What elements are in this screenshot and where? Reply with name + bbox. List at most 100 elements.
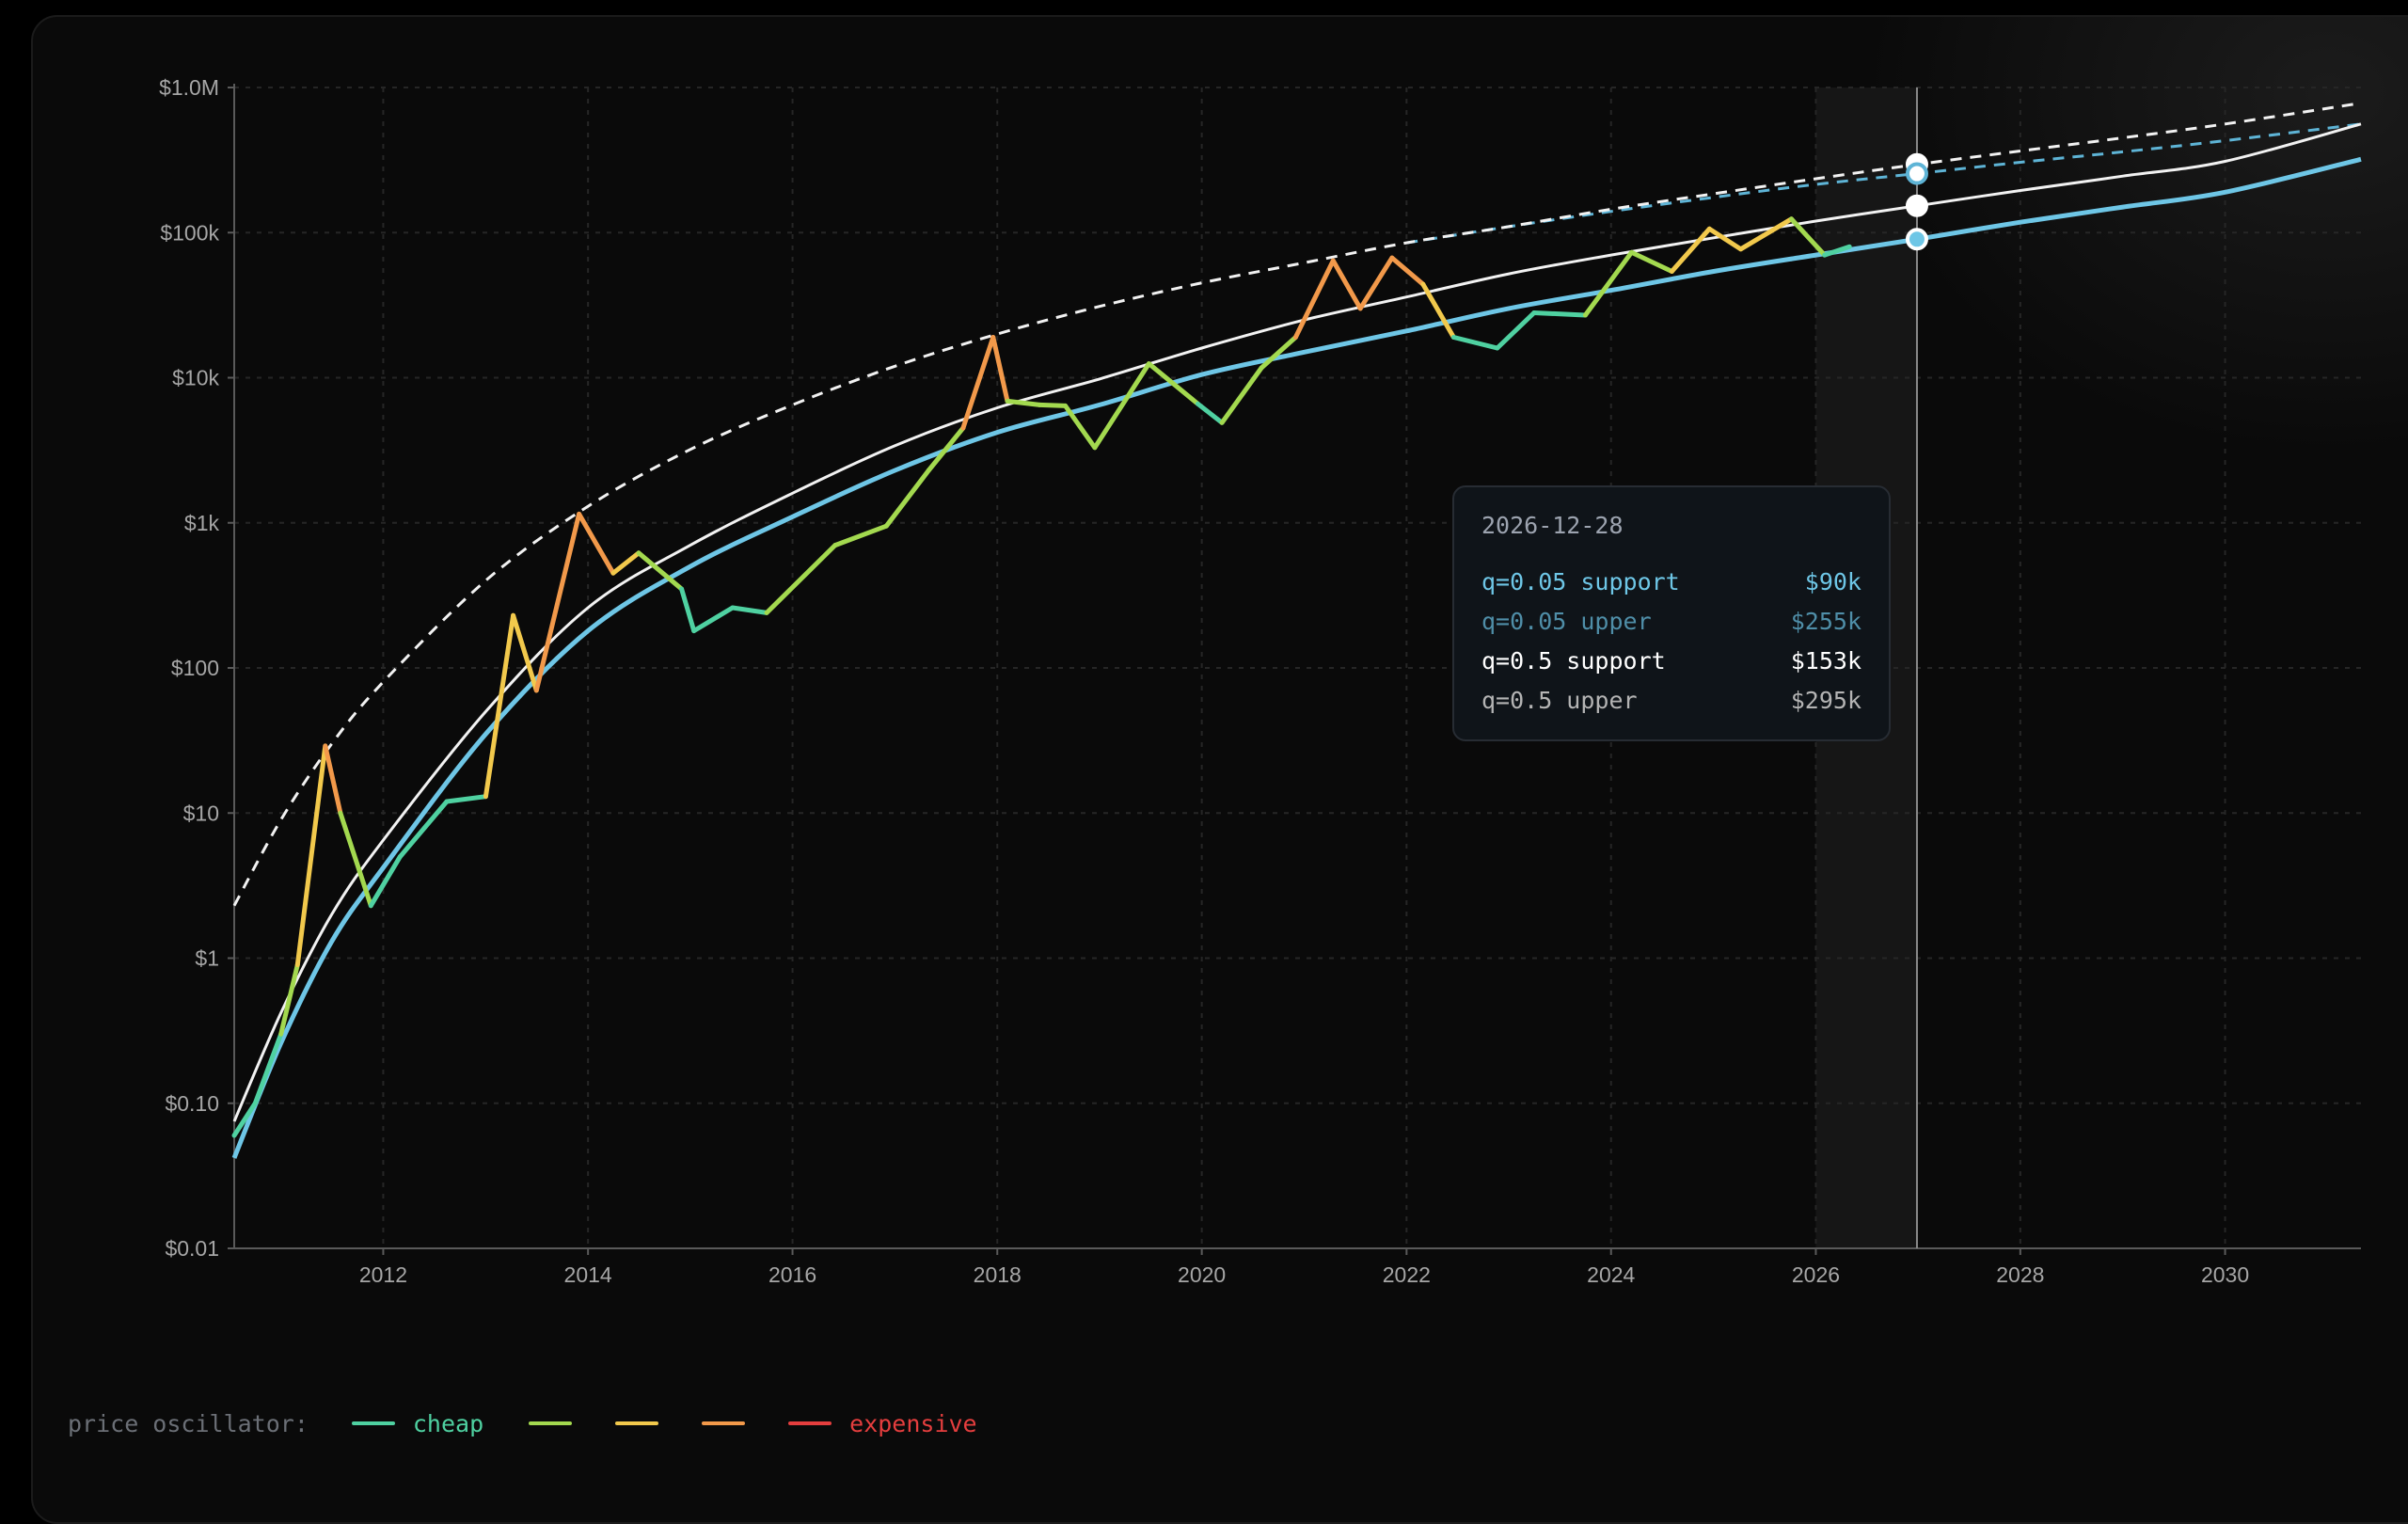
price-segment bbox=[397, 799, 450, 860]
series-line-q-0-5-upper bbox=[232, 102, 2362, 907]
legend-item-4[interactable] bbox=[702, 1421, 746, 1425]
x-tick-label: 2022 bbox=[1383, 1262, 1431, 1287]
price-segment bbox=[278, 962, 300, 1037]
price-segment bbox=[1092, 361, 1151, 451]
price-segment bbox=[691, 605, 736, 634]
price-segment bbox=[1582, 249, 1634, 318]
y-tick-label: $1k bbox=[184, 511, 220, 535]
x-tick-label: 2028 bbox=[1996, 1262, 2044, 1287]
price-segment bbox=[832, 523, 889, 548]
price-segment bbox=[730, 605, 769, 615]
price-segment bbox=[294, 743, 328, 968]
x-tick-label: 2024 bbox=[1587, 1262, 1635, 1287]
price-segment bbox=[679, 586, 697, 634]
legend-item-3[interactable] bbox=[615, 1421, 659, 1425]
y-tick-label: $100k bbox=[160, 220, 219, 245]
legend-text: cheap bbox=[412, 1409, 484, 1437]
legend-swatch bbox=[788, 1421, 832, 1425]
x-tick-label: 2014 bbox=[564, 1262, 612, 1287]
price-segment bbox=[990, 335, 1010, 404]
price-segment bbox=[610, 550, 642, 576]
x-tick-label: 2016 bbox=[768, 1262, 816, 1287]
price-segment bbox=[1706, 226, 1744, 252]
price-segment bbox=[1738, 216, 1794, 252]
price-segment bbox=[1495, 310, 1537, 351]
price-segment bbox=[252, 1031, 284, 1106]
price-segment bbox=[1330, 258, 1363, 311]
x-tick-label: 2026 bbox=[1792, 1262, 1840, 1287]
y-tick-label: $10 bbox=[183, 801, 219, 825]
price-segment bbox=[1669, 226, 1712, 274]
price-segment bbox=[764, 543, 838, 615]
x-tick-label: 2020 bbox=[1178, 1262, 1226, 1287]
price-segment bbox=[1531, 310, 1588, 318]
price-segment bbox=[1292, 258, 1336, 340]
price-segment bbox=[1219, 365, 1264, 425]
price-segment bbox=[636, 550, 685, 592]
price-segment bbox=[1259, 335, 1298, 371]
legend-item-expensive[interactable]: expensive bbox=[788, 1409, 977, 1437]
y-tick-label: $0.01 bbox=[165, 1236, 219, 1261]
price-segment bbox=[483, 612, 516, 800]
price-segment bbox=[368, 854, 403, 909]
tooltip-value: $255k bbox=[1790, 607, 1861, 635]
tooltip-value: $153k bbox=[1790, 646, 1861, 675]
x-tick-label: 2012 bbox=[359, 1262, 407, 1287]
y-tick-label: $100 bbox=[171, 656, 219, 680]
price-chart[interactable]: $1.0M $100k $10k $1k $100 $10 $1 $0.10 $0.01 2012… bbox=[0, 0, 2408, 1392]
legend-swatch bbox=[351, 1421, 395, 1425]
tooltip-label: q=0.5 upper bbox=[1481, 686, 1638, 714]
tooltip-row-q005-support: q=0.05 support $90k bbox=[1481, 562, 1861, 601]
price-segment bbox=[1420, 281, 1456, 340]
legend-title: price oscillator: bbox=[68, 1409, 309, 1437]
price-segment bbox=[1005, 398, 1042, 407]
price-segment bbox=[1146, 361, 1200, 406]
crosshair-marker bbox=[1905, 194, 1928, 217]
price-line bbox=[231, 216, 1852, 1138]
legend-item-cheap[interactable]: cheap bbox=[351, 1409, 484, 1437]
price-segment bbox=[577, 511, 616, 576]
y-tick-label: $1 bbox=[195, 946, 219, 971]
legend-swatch bbox=[529, 1421, 573, 1425]
y-tick-label: $0.10 bbox=[165, 1091, 219, 1116]
tooltip-label: q=0.05 upper bbox=[1481, 607, 1652, 635]
hover-tooltip: 2026-12-28 q=0.05 support $90k q=0.05 up… bbox=[1452, 485, 1891, 741]
price-segment bbox=[1389, 255, 1426, 287]
price-segment bbox=[323, 743, 343, 816]
price-segment bbox=[511, 612, 539, 693]
price-segment bbox=[444, 794, 488, 804]
legend-swatch bbox=[615, 1421, 659, 1425]
x-tick-label: 2018 bbox=[974, 1262, 1022, 1287]
series-line-q-0-5-support bbox=[232, 122, 2362, 1122]
tooltip-row-q05-support: q=0.5 support $153k bbox=[1481, 641, 1861, 680]
price-segment bbox=[1450, 335, 1500, 351]
price-segment bbox=[1357, 255, 1395, 311]
price-segment bbox=[1063, 403, 1098, 451]
price-segment bbox=[1822, 244, 1852, 258]
series-line-q-0-05-support bbox=[231, 156, 2362, 1159]
legend-text: expensive bbox=[849, 1409, 977, 1437]
y-tick-label: $10k bbox=[172, 366, 219, 390]
price-segment bbox=[1629, 249, 1674, 274]
tooltip-label: q=0.5 support bbox=[1481, 646, 1666, 675]
tooltip-value: $295k bbox=[1790, 686, 1861, 714]
price-segment bbox=[883, 468, 931, 529]
tooltip-label: q=0.05 support bbox=[1481, 567, 1680, 595]
tooltip-row-q005-upper: q=0.05 upper $255k bbox=[1481, 601, 1861, 641]
oscillator-legend: price oscillator: cheap expensive bbox=[68, 1405, 1022, 1442]
price-segment bbox=[533, 511, 582, 693]
price-segment bbox=[338, 810, 373, 909]
price-segment bbox=[926, 425, 966, 473]
crosshair-marker bbox=[1905, 228, 1928, 251]
tooltip-date: 2026-12-28 bbox=[1481, 512, 1624, 539]
price-segment bbox=[231, 1101, 258, 1138]
price-segment bbox=[1196, 401, 1225, 425]
price-segment bbox=[960, 335, 996, 431]
legend-swatch bbox=[702, 1421, 746, 1425]
x-tick-label: 2030 bbox=[2201, 1262, 2249, 1287]
price-segment bbox=[1789, 216, 1828, 258]
crosshair-marker bbox=[1905, 162, 1928, 185]
legend-item-2[interactable] bbox=[529, 1421, 573, 1425]
tooltip-value: $90k bbox=[1804, 567, 1861, 595]
tooltip-row-q05-upper: q=0.5 upper $295k bbox=[1481, 680, 1861, 720]
